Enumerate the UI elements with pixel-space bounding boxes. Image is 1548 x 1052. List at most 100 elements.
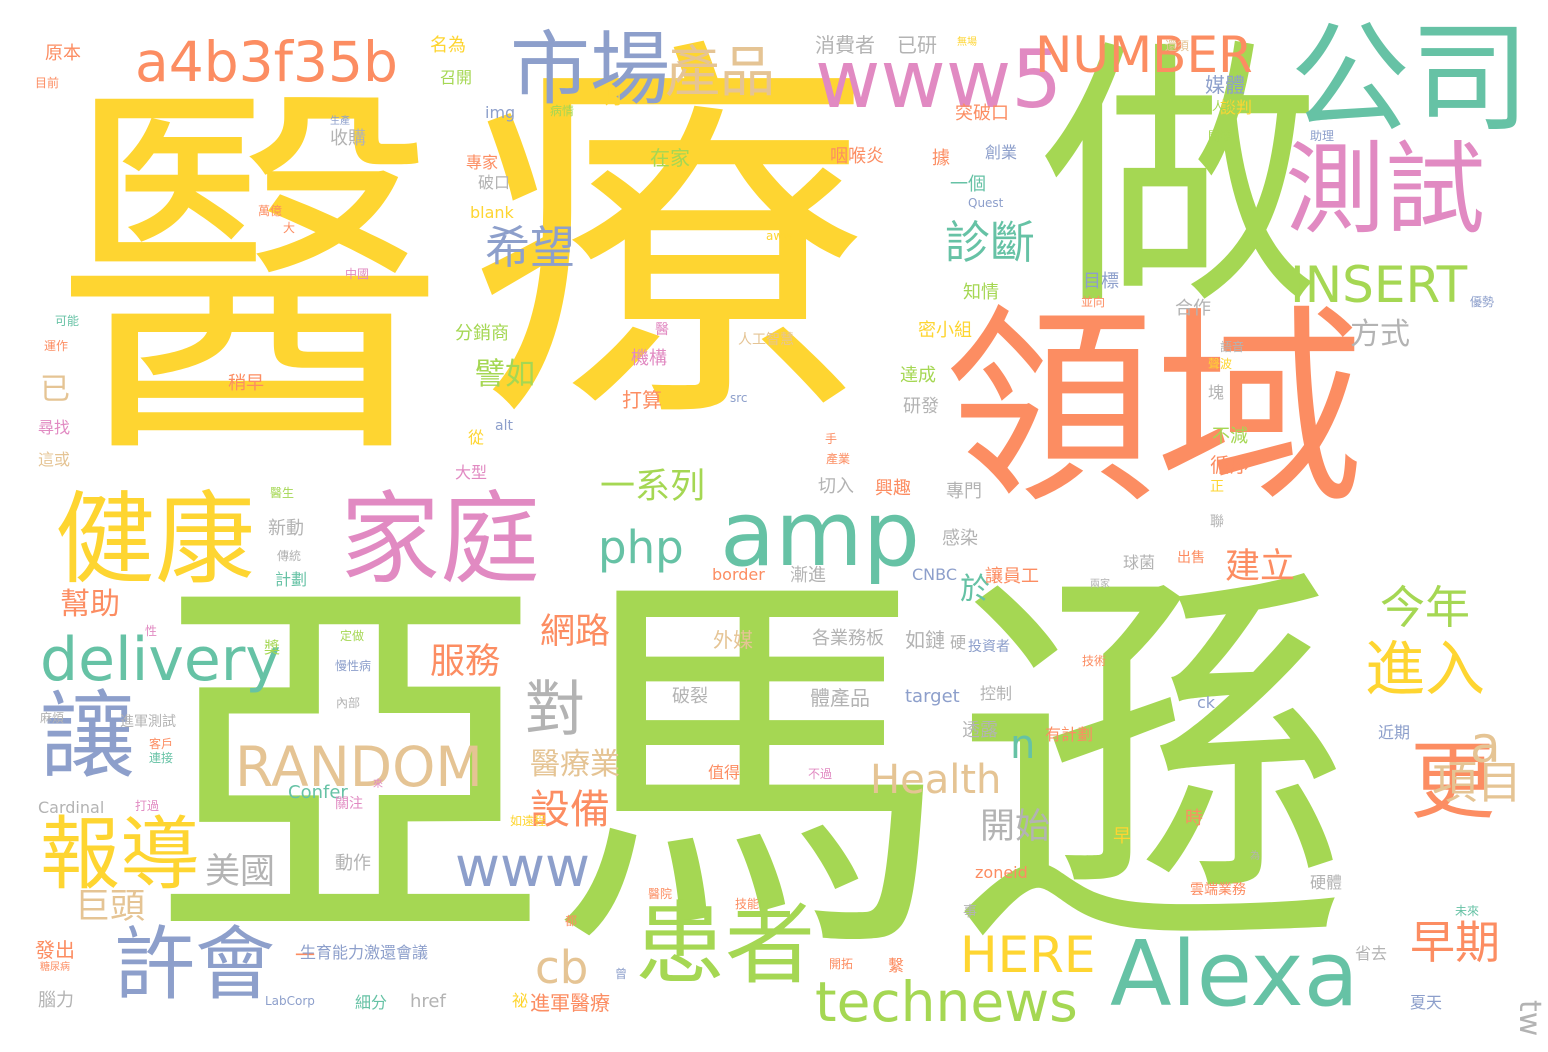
cloud-word: 如遠程 <box>510 814 547 828</box>
cloud-word: 據 <box>932 148 950 169</box>
cloud-word: 於 <box>960 572 990 607</box>
cloud-word: 塊 <box>1208 383 1225 402</box>
cloud-word: 值得 <box>708 763 741 782</box>
cloud-word: 生育能力激還會議 <box>300 943 429 962</box>
cloud-word: 運作 <box>44 339 69 353</box>
cloud-word: 硬 <box>950 633 967 652</box>
cloud-word: 並向 <box>1081 295 1106 309</box>
cloud-word: 巨頭 <box>75 887 146 927</box>
cloud-word: border <box>712 565 765 584</box>
cloud-word: INSERT <box>1290 256 1468 314</box>
cloud-word: 獎 <box>264 638 281 657</box>
cloud-word: tw <box>1512 1000 1547 1037</box>
cloud-word: 做 <box>1040 17 1320 343</box>
cloud-word: 已 <box>40 372 70 407</box>
cloud-word: 透露 <box>962 720 998 741</box>
cloud-word: 方式 <box>1350 317 1410 352</box>
cloud-word: 大 <box>283 221 296 235</box>
cloud-word: 稍早 <box>228 373 264 394</box>
cloud-word: 網路 <box>540 612 611 652</box>
cloud-word: 讓 <box>40 682 136 792</box>
cloud-word: 開拓 <box>829 957 854 971</box>
cloud-word: 醫 <box>655 322 669 338</box>
cloud-word: img <box>485 103 516 122</box>
cloud-word: 技術 <box>1082 654 1107 668</box>
cloud-word: 有計劃 <box>1045 725 1094 744</box>
cloud-word: 生產 <box>330 116 350 127</box>
cloud-word: 幫助 <box>60 587 120 622</box>
cloud-word: 興趣 <box>875 478 911 499</box>
cloud-word: Health <box>870 757 1002 803</box>
cloud-word: 內部 <box>336 696 361 710</box>
cloud-word: 一系列 <box>600 467 706 507</box>
cloud-word: 從 <box>468 428 485 447</box>
cloud-word: amp <box>720 482 920 587</box>
cloud-word: 美國 <box>205 852 276 892</box>
cloud-word: 破裂 <box>672 686 708 707</box>
cloud-word: 省去 <box>1355 944 1388 963</box>
cloud-word: 測試 <box>1285 131 1485 248</box>
cloud-word: 傳統 <box>277 549 302 563</box>
cloud-word: delivery <box>40 625 281 695</box>
cloud-word: 建立 <box>1225 547 1296 587</box>
cloud-word: 中國 <box>345 267 370 281</box>
cloud-word: 優勢 <box>1470 295 1495 309</box>
cloud-word: 感染 <box>942 528 978 549</box>
cloud-word: 循序 <box>1210 453 1250 477</box>
cloud-word: 球菌 <box>1123 553 1156 572</box>
cloud-word: 產業 <box>826 452 851 466</box>
cloud-word: 原本 <box>45 43 81 64</box>
cloud-word: www <box>455 835 590 899</box>
cloud-word: 為 <box>1250 851 1260 862</box>
cloud-word: 定做 <box>340 629 365 643</box>
cloud-word: CNBC <box>912 565 958 584</box>
cloud-word: 無場 <box>957 37 977 48</box>
cloud-word: 動作 <box>335 853 371 874</box>
cloud-word: 出售 <box>1177 550 1205 566</box>
cloud-word: 設備 <box>530 787 610 833</box>
cloud-word: target <box>905 686 960 707</box>
cloud-word: 亞馬遜 <box>150 537 1350 1002</box>
cloud-word: 進軍測試 <box>120 714 176 730</box>
cloud-word: 糖尿病 <box>40 962 70 973</box>
cloud-word: 創業 <box>985 143 1018 162</box>
cloud-word: a <box>1470 716 1501 774</box>
cloud-word: 性 <box>145 624 158 638</box>
cloud-word: 病情 <box>550 104 575 118</box>
cloud-word: 患者 <box>635 892 815 997</box>
cloud-word: 繫 <box>888 956 905 975</box>
cloud-word: 媒體 <box>1205 73 1245 97</box>
cloud-word: 目標 <box>1083 271 1119 292</box>
cloud-word: 助理 <box>1310 129 1335 143</box>
cloud-word: 雲端業務 <box>1190 882 1246 898</box>
cloud-word: 細分 <box>355 993 388 1012</box>
cloud-word: 突破口 <box>955 103 1009 124</box>
cloud-word: href <box>410 991 446 1012</box>
cloud-word: 技能 <box>735 897 760 911</box>
cloud-word: RANDOM <box>235 735 483 799</box>
cloud-word: 兩家 <box>1090 579 1110 590</box>
cloud-word: 許會 <box>115 918 275 1011</box>
cloud-word: 各業務板 <box>812 628 884 649</box>
cloud-word: 早 <box>1113 826 1131 847</box>
cloud-word: 今年 <box>1380 581 1471 634</box>
cloud-word: 研發 <box>903 396 939 417</box>
cloud-word: 打算 <box>622 388 662 412</box>
cloud-word: 開始 <box>980 807 1051 847</box>
cloud-word: 不減 <box>1212 426 1248 447</box>
cloud-word: 事 <box>963 904 977 920</box>
cloud-word: 服務 <box>430 642 501 682</box>
cloud-word: src <box>730 391 748 405</box>
cloud-word: 談判 <box>1220 98 1253 117</box>
cloud-word: 漸進 <box>790 565 826 586</box>
cloud-word: 診斷 <box>945 216 1036 269</box>
cloud-word: 進入 <box>1365 635 1485 705</box>
cloud-word: php <box>598 521 684 574</box>
cloud-word: 已研 <box>897 33 937 57</box>
cloud-word: 正 <box>1210 479 1224 495</box>
cloud-word: 未來 <box>1455 904 1480 918</box>
cloud-word: 療 <box>470 7 870 472</box>
cloud-word: Confer <box>288 782 348 803</box>
cloud-word: 來 <box>373 779 383 790</box>
